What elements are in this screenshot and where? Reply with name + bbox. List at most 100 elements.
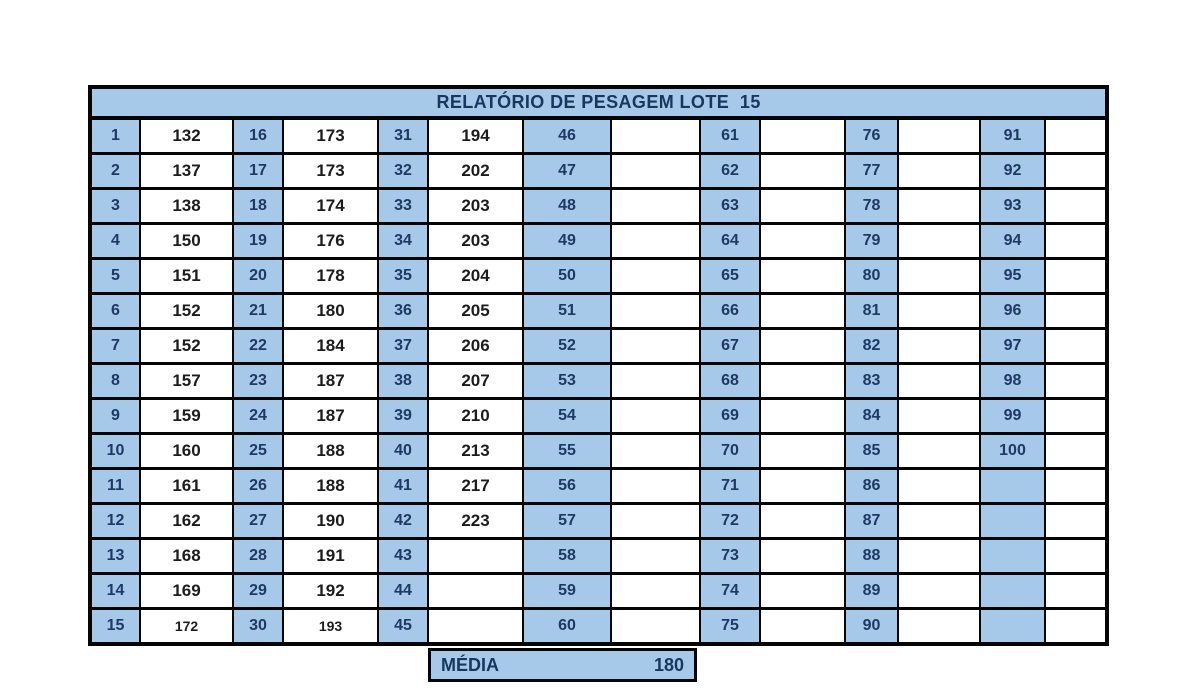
weight-cell[interactable] [610, 362, 701, 400]
weight-cell[interactable] [759, 537, 846, 575]
weight-cell[interactable] [610, 572, 701, 610]
weight-cell[interactable] [1043, 607, 1109, 646]
weight-cell[interactable]: 184 [282, 327, 379, 365]
weight-cell[interactable] [759, 607, 846, 646]
weight-cell[interactable]: 210 [427, 397, 524, 435]
weight-cell[interactable] [1043, 152, 1109, 190]
weight-cell[interactable] [897, 572, 981, 610]
weight-cell[interactable]: 192 [282, 572, 379, 610]
weight-cell[interactable]: 217 [427, 467, 524, 505]
weight-cell[interactable] [759, 116, 846, 155]
weight-cell[interactable] [897, 397, 981, 435]
weight-cell[interactable]: 194 [427, 116, 524, 155]
weight-cell[interactable] [1043, 327, 1109, 365]
weight-cell[interactable] [1043, 222, 1109, 260]
weight-cell[interactable] [897, 362, 981, 400]
weight-cell[interactable]: 150 [139, 222, 234, 260]
weight-cell[interactable] [1043, 467, 1109, 505]
weight-cell[interactable] [1043, 292, 1109, 330]
weight-cell[interactable]: 174 [282, 187, 379, 225]
weight-cell[interactable] [427, 607, 524, 646]
weight-cell[interactable] [610, 187, 701, 225]
weight-cell[interactable] [1043, 116, 1109, 155]
weight-cell[interactable]: 223 [427, 502, 524, 540]
weight-cell[interactable]: 203 [427, 187, 524, 225]
weight-cell[interactable] [897, 502, 981, 540]
weight-cell[interactable]: 151 [139, 257, 234, 295]
weight-cell[interactable] [897, 152, 981, 190]
weight-cell[interactable] [759, 327, 846, 365]
weight-cell[interactable] [1043, 187, 1109, 225]
weight-cell[interactable] [1043, 502, 1109, 540]
weight-cell[interactable]: 137 [139, 152, 234, 190]
weight-cell[interactable]: 138 [139, 187, 234, 225]
weight-cell[interactable]: 207 [427, 362, 524, 400]
weight-cell[interactable] [759, 292, 846, 330]
weight-cell[interactable] [897, 432, 981, 470]
weight-cell[interactable] [610, 116, 701, 155]
weight-cell[interactable] [1043, 537, 1109, 575]
weight-cell[interactable] [759, 467, 846, 505]
weight-cell[interactable]: 152 [139, 292, 234, 330]
weight-cell[interactable] [610, 257, 701, 295]
weight-cell[interactable]: 173 [282, 152, 379, 190]
weight-cell[interactable] [1043, 257, 1109, 295]
weight-cell[interactable]: 159 [139, 397, 234, 435]
weight-cell[interactable] [610, 292, 701, 330]
weight-cell[interactable]: 152 [139, 327, 234, 365]
weight-cell[interactable] [610, 397, 701, 435]
weight-cell[interactable] [759, 397, 846, 435]
weight-cell[interactable] [897, 222, 981, 260]
weight-cell[interactable]: 204 [427, 257, 524, 295]
weight-cell[interactable]: 169 [139, 572, 234, 610]
weight-cell[interactable] [897, 116, 981, 155]
weight-cell[interactable]: 206 [427, 327, 524, 365]
weight-cell[interactable] [759, 187, 846, 225]
weight-cell[interactable]: 168 [139, 537, 234, 575]
weight-cell[interactable]: 213 [427, 432, 524, 470]
weight-cell[interactable] [427, 572, 524, 610]
weight-cell[interactable] [1043, 362, 1109, 400]
weight-cell[interactable]: 162 [139, 502, 234, 540]
weight-cell[interactable]: 132 [139, 116, 234, 155]
weight-cell[interactable]: 202 [427, 152, 524, 190]
weight-cell[interactable] [897, 607, 981, 646]
weight-cell[interactable] [610, 327, 701, 365]
weight-cell[interactable] [427, 537, 524, 575]
weight-cell[interactable]: 178 [282, 257, 379, 295]
weight-cell[interactable] [759, 362, 846, 400]
weight-cell[interactable] [610, 607, 701, 646]
weight-cell[interactable] [1043, 397, 1109, 435]
weight-cell[interactable] [1043, 432, 1109, 470]
weight-cell[interactable] [610, 222, 701, 260]
weight-cell[interactable]: 173 [282, 116, 379, 155]
weight-cell[interactable]: 160 [139, 432, 234, 470]
weight-cell[interactable]: 180 [282, 292, 379, 330]
weight-cell[interactable] [759, 257, 846, 295]
weight-cell[interactable] [610, 537, 701, 575]
weight-cell[interactable] [759, 222, 846, 260]
weight-cell[interactable]: 205 [427, 292, 524, 330]
weight-cell[interactable] [759, 152, 846, 190]
weight-cell[interactable] [610, 432, 701, 470]
weight-cell[interactable] [897, 187, 981, 225]
weight-cell[interactable]: 157 [139, 362, 234, 400]
weight-cell[interactable]: 176 [282, 222, 379, 260]
weight-cell[interactable] [897, 292, 981, 330]
weight-cell[interactable]: 161 [139, 467, 234, 505]
weight-cell[interactable] [897, 537, 981, 575]
weight-cell[interactable] [759, 502, 846, 540]
weight-cell[interactable] [897, 467, 981, 505]
weight-cell[interactable] [1043, 572, 1109, 610]
weight-cell[interactable] [610, 467, 701, 505]
weight-cell[interactable]: 172 [139, 607, 234, 646]
weight-cell[interactable]: 188 [282, 467, 379, 505]
weight-cell[interactable]: 191 [282, 537, 379, 575]
weight-cell[interactable] [759, 572, 846, 610]
weight-cell[interactable] [759, 432, 846, 470]
weight-cell[interactable] [897, 327, 981, 365]
weight-cell[interactable]: 187 [282, 397, 379, 435]
weight-cell[interactable] [610, 152, 701, 190]
weight-cell[interactable]: 190 [282, 502, 379, 540]
weight-cell[interactable]: 188 [282, 432, 379, 470]
